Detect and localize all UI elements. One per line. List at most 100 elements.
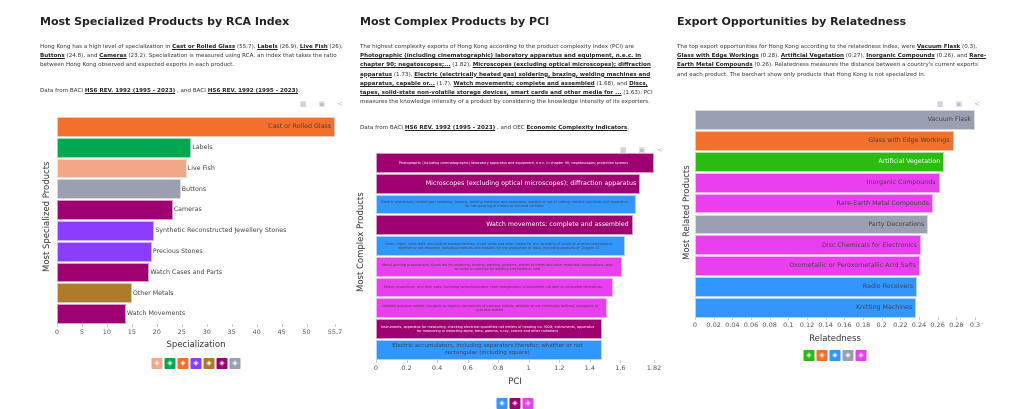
image-icon[interactable]: ▣ [318,100,326,108]
x-tick-mark [919,317,920,320]
chart-bar[interactable]: Rare-Earth Metal Compounds [695,193,933,214]
x-tick-mark [256,324,258,327]
chart-bar[interactable]: Cameras [57,200,202,220]
sector-icon[interactable]: ◈ [164,358,176,369]
chart-bar[interactable]: Microscopes (excluding optical microscop… [376,173,641,194]
bar-label: Watch Cases and Parts [150,268,223,276]
chart-bar[interactable]: Other Metals [57,283,173,304]
text-segment: . [298,88,300,94]
chart-bar[interactable]: Precious Stones [57,241,203,262]
chart-bar[interactable]: Discs, tapes, solid-state non-volatile s… [376,236,625,256]
chart-bar[interactable]: Cast or Rolled Glass [57,117,335,137]
table-icon[interactable]: ▦ [620,146,627,154]
chart-bar[interactable]: Labels [57,137,213,158]
sector-icon[interactable]: ◈ [190,358,202,369]
product-link[interactable]: HS6 REV. 1992 (1995 - 2023) [84,88,176,94]
sector-icon[interactable]: ◈ [216,358,228,369]
chart-bar[interactable]: Metal-pickling preparations; fluxes etc … [376,256,622,277]
x-tick-label: 1.4 [584,364,596,372]
sector-icon[interactable]: ◈ [842,350,854,361]
bar-label: Esters; phosphoric, and their salts, inc… [383,285,603,290]
chart-bar[interactable]: Party Decorations [695,214,929,235]
sector-icon[interactable]: ◈ [509,398,521,409]
bar-label: Photographic (including cinematographic)… [398,160,629,165]
chart-bar[interactable]: Artificial Vegetation [695,151,945,172]
x-tick-mark [231,324,233,327]
sector-icon[interactable]: ◈ [496,398,508,409]
chart-bar[interactable]: Electric (electrically heated gas) solde… [376,194,636,215]
chart-bar[interactable]: Glass with Edge Workings [695,130,954,151]
x-axis-title: PCI [508,377,522,387]
chart-bar[interactable]: Watch Movements [57,304,185,324]
product-link[interactable]: Watch movements; complete and assembled [453,80,595,87]
bar-label: Live Fish [187,164,215,172]
x-tick-mark [654,360,655,363]
share-icon[interactable]: < [337,100,344,108]
product-link[interactable]: Labels [257,44,278,50]
x-tick-mark [181,324,183,327]
product-link[interactable]: Vacuum Flask [916,44,961,50]
x-tick-mark [807,317,808,320]
bar-label: Instruments, apparatus for measuring, ch… [380,324,595,333]
sector-icon[interactable]: ◈ [177,358,189,369]
product-link[interactable]: Cameras [99,53,127,60]
product-link[interactable]: Rare-Earth Metal Compounds [677,53,987,69]
product-link[interactable]: Discs, tapes, solid-state non-volatile s… [360,80,648,97]
product-link[interactable]: Glass with Edge Workings [677,53,759,60]
x-tick-label: 30 [202,328,211,336]
chart-bar[interactable]: Buttons [57,179,206,200]
x-tick-label: 25 [177,328,186,336]
product-link[interactable]: Buttons [40,53,65,60]
sector-icon[interactable]: ◈ [829,350,841,361]
chart-bar[interactable]: Esters; phosphoric, and their salts, inc… [376,277,613,298]
share-icon[interactable]: < [974,100,981,108]
sector-icon[interactable]: ◈ [151,358,163,369]
text-segment: (23.2). Specialization is measured using… [40,53,337,69]
sector-icon[interactable]: ◈ [522,398,534,409]
image-icon[interactable]: ▣ [955,100,963,108]
product-link[interactable]: Electric (electrically heated gas) solde… [360,71,651,87]
table-icon[interactable]: ▦ [937,100,944,108]
sector-icon[interactable]: ◈ [855,350,867,361]
product-link[interactable]: HS6 REV. 1992 (1995 - 2023) [404,125,496,131]
x-tick-label: 10 [102,328,112,336]
chart-bar[interactable]: Photographic (including cinematographic)… [376,153,654,173]
chart-bar[interactable]: Colloidal precious metals; inorganic or … [376,298,607,318]
product-link[interactable]: Artificial Vegetation [780,53,845,60]
product-link[interactable]: Cast or Rolled Glass [172,44,236,50]
chart-bar[interactable]: Vacuum Flask [695,110,975,130]
sector-icon[interactable]: ◈ [229,358,241,369]
chart-bar[interactable]: Watch movements; complete and assembled [376,215,633,235]
sector-icon[interactable]: ◈ [816,350,828,361]
sector-icon[interactable]: ◈ [803,350,815,361]
product-link[interactable]: Inorganic Compounds [866,53,935,60]
chart-bar[interactable]: Knitting Machines [695,298,917,318]
table-icon[interactable]: ▦ [300,100,307,108]
image-icon[interactable]: ▣ [638,146,646,154]
x-tick-mark [57,324,58,327]
product-link[interactable]: Economic Complexity Indicators [526,125,628,131]
sector-icon[interactable]: ◈ [203,358,215,369]
chart-toolbar: ▦ ▣ < [937,100,980,108]
product-link[interactable]: Photographic (including cinematographic)… [360,53,642,69]
product-link[interactable]: Microscopes (excluding optical microscop… [360,62,651,78]
chart-bar[interactable]: Watch Cases and Parts [57,262,222,283]
chart-bar[interactable]: Live Fish [57,158,215,179]
data-source-note: Data from BACI HS6 REV. 1992 (1995 - 202… [40,87,345,96]
x-tick-label: 1.2 [554,364,565,372]
x-tick-mark [306,324,308,327]
product-link[interactable]: Live Fish [299,44,328,50]
chart-bar[interactable]: Synthetic Reconstructed Jewellery Stones [57,221,286,241]
text-segment: (26), [327,44,343,50]
x-tick-mark [825,317,827,320]
chart-bar[interactable]: Instruments, apparatus for measuring, ch… [376,319,603,339]
chart-bar[interactable]: Inorganic Compounds [695,172,940,193]
chart-bar[interactable]: Radio Receivers [695,277,918,298]
product-link[interactable]: HS6 REV. 1992 (1995 - 2023) [207,88,299,94]
share-icon[interactable]: < [657,146,664,154]
chart-bar[interactable]: Electric accumulators, including separat… [376,339,603,360]
text-segment: The top export opportunities for Hong Ko… [677,44,917,50]
chart-bar[interactable]: Oxometallic or Peroxometallic Acid Salts [695,256,920,277]
chart-bar[interactable]: Disc Chemicals for Electronics [695,235,921,256]
bar-label: Inorganic Compounds [866,178,936,186]
